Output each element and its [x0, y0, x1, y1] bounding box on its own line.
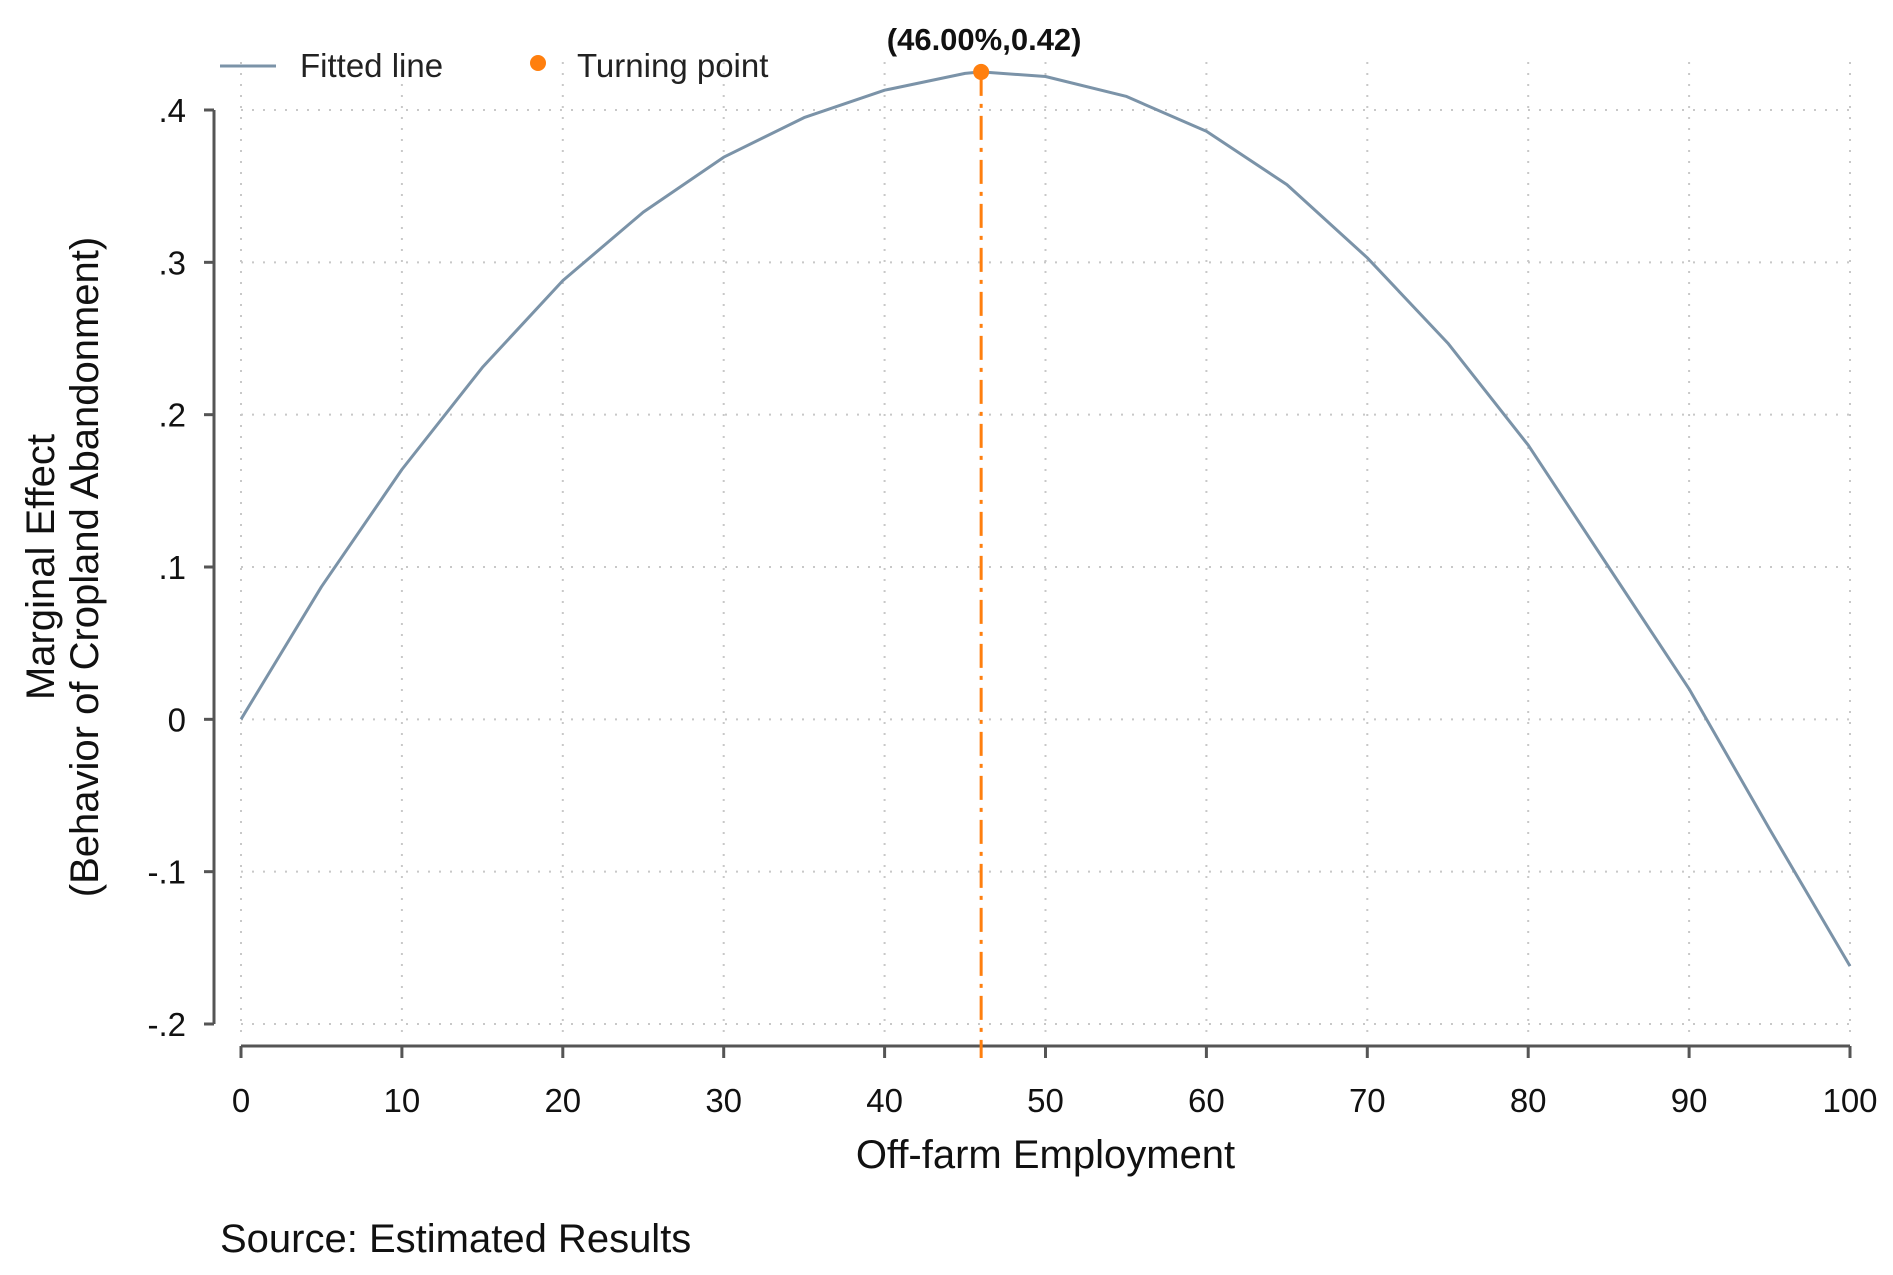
- y-tick-label-4: .2: [158, 397, 186, 434]
- x-axis-title: Off-farm Employment: [856, 1133, 1235, 1177]
- y-axis-title-line-0: Marginal Effect: [19, 434, 63, 700]
- x-tick-label-4: 40: [866, 1082, 903, 1119]
- x-tick-label-8: 80: [1510, 1082, 1547, 1119]
- turning-point-annotation: (46.00%,0.42): [887, 22, 1082, 57]
- grid: [240, 62, 1851, 1036]
- x-tick-label-9: 90: [1671, 1082, 1708, 1119]
- legend: Fitted line Turning point: [220, 47, 768, 84]
- y-tick-label-0: -.2: [147, 1006, 186, 1043]
- y-axis-title: Marginal Effect(Behavior of Cropland Aba…: [19, 237, 107, 897]
- turning-point-marker: [973, 63, 990, 80]
- x-tick-label-5: 50: [1027, 1082, 1064, 1119]
- x-tick-label-7: 70: [1349, 1082, 1386, 1119]
- x-tick-label-1: 10: [384, 1082, 421, 1119]
- axes: -.2 -.1 0 .1 .2 .3 .4 0 10 20 30 40 50 60 70 80 90 100: [147, 92, 1877, 1119]
- legend-turning-point-label: Turning point: [577, 47, 768, 84]
- x-tick-label-2: 20: [544, 1082, 581, 1119]
- legend-turning-point-swatch: [530, 55, 546, 71]
- series-layer: (46.00%,0.42): [239, 22, 1852, 967]
- y-tick-label-6: .4: [158, 92, 186, 129]
- y-tick-label-3: .1: [158, 549, 186, 586]
- y-axis-title-line-1: (Behavior of Cropland Abandonment): [63, 237, 107, 897]
- fitted-line-series: [239, 70, 1852, 967]
- x-tick-label-10: 100: [1822, 1082, 1877, 1119]
- y-tick-label-1: -.1: [147, 854, 186, 891]
- y-tick-label-2: 0: [168, 701, 186, 738]
- x-tick-label-3: 30: [705, 1082, 742, 1119]
- source-note: Source: Estimated Results: [220, 1217, 691, 1261]
- legend-fitted-line-label: Fitted line: [300, 47, 443, 84]
- x-tick-label-0: 0: [232, 1082, 250, 1119]
- y-tick-label-5: .3: [158, 244, 186, 281]
- axis-labels: Off-farm Employment Marginal Effect(Behav…: [19, 237, 1235, 1177]
- x-tick-label-6: 60: [1188, 1082, 1225, 1119]
